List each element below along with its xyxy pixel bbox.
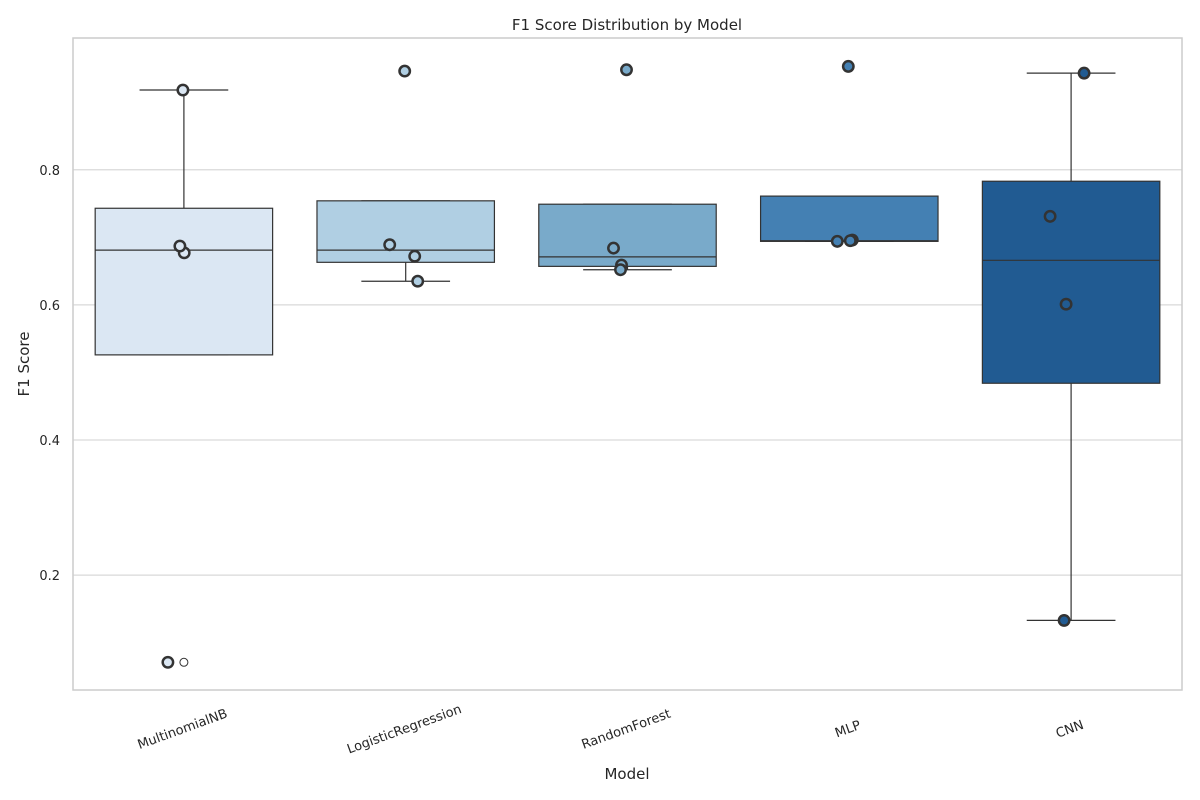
y-tick-label: 0.8 xyxy=(39,164,60,179)
data-point xyxy=(614,263,627,277)
data-point xyxy=(620,63,633,77)
x-tick-labels: MultinomialNB LogisticRegression RandomFor… xyxy=(136,702,1086,757)
data-point xyxy=(830,234,844,248)
y-tick-label: 0.4 xyxy=(39,434,60,449)
data-point xyxy=(176,83,190,97)
box xyxy=(94,207,274,356)
y-tick-label: 0.2 xyxy=(39,569,60,584)
data-point xyxy=(1077,66,1091,80)
data-point xyxy=(173,239,187,253)
data-point xyxy=(408,249,422,263)
y-tick-label: 0.6 xyxy=(39,299,60,314)
x-tick-label: LogisticRegression xyxy=(345,702,463,757)
data-point xyxy=(1057,613,1071,627)
data-point xyxy=(841,59,855,73)
box xyxy=(759,195,939,242)
y-axis-label: F1 Score xyxy=(15,332,33,397)
data-point xyxy=(411,274,425,288)
chart-title: F1 Score Distribution by Model xyxy=(512,16,742,34)
x-tick-label: MLP xyxy=(833,718,863,741)
outlier-marker xyxy=(179,657,189,667)
data-point xyxy=(1043,209,1057,223)
data-point xyxy=(398,64,412,78)
data-points xyxy=(161,59,1091,669)
data-point xyxy=(843,234,857,248)
data-point xyxy=(607,241,620,255)
boxes xyxy=(94,61,1161,667)
plot-frame xyxy=(72,37,1183,691)
data-point xyxy=(383,238,397,252)
x-tick-label: RandomForest xyxy=(580,707,673,753)
x-axis-label: Model xyxy=(604,765,649,783)
box xyxy=(981,180,1161,384)
x-tick-label: CNN xyxy=(1054,718,1086,742)
x-tick-label: MultinomialNB xyxy=(136,707,230,753)
box xyxy=(538,203,717,267)
y-tick-labels: 0.2 0.4 0.6 0.8 xyxy=(39,164,60,584)
data-point xyxy=(161,655,175,669)
data-point xyxy=(1059,297,1073,311)
box xyxy=(316,200,496,263)
